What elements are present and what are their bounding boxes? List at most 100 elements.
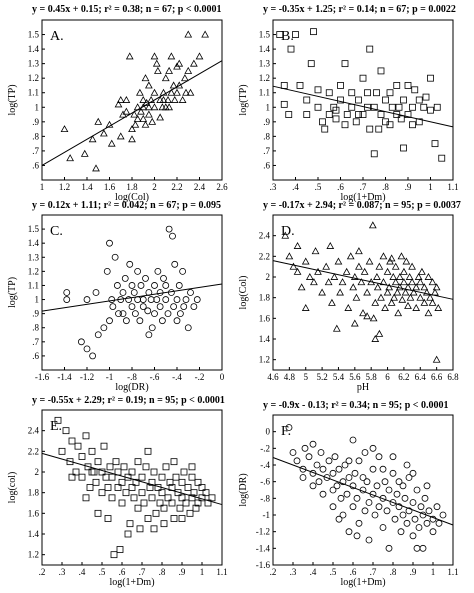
data-point	[188, 463, 196, 471]
data-point	[156, 113, 165, 121]
equation: y = -0.35x + 1.25; r² = 0.14; n = 67; p …	[263, 4, 456, 15]
data-point	[116, 132, 125, 140]
y-tick-label: 1.5	[28, 224, 40, 234]
data-point	[429, 528, 437, 536]
plot-frame	[272, 214, 454, 371]
data-point	[379, 524, 387, 531]
data-point	[379, 465, 387, 473]
data-point	[359, 74, 367, 82]
x-tick-label: 4.8	[284, 372, 296, 382]
y-tick-label: 2.4	[28, 426, 40, 436]
data-point	[389, 499, 397, 506]
data-point	[393, 82, 401, 89]
data-point	[389, 453, 397, 461]
data-point	[94, 331, 102, 339]
data-point	[168, 499, 176, 507]
data-point	[345, 457, 353, 465]
data-point	[94, 117, 103, 125]
data-point	[159, 95, 168, 103]
x-tick-label: 2.6	[216, 182, 228, 192]
data-point	[335, 465, 343, 473]
data-point	[370, 103, 378, 111]
data-point	[431, 288, 439, 296]
data-point	[178, 95, 187, 103]
data-point	[336, 288, 344, 296]
data-point	[395, 478, 403, 486]
data-point	[355, 111, 362, 118]
data-point	[164, 494, 172, 502]
x-tick-label: 1.4	[81, 182, 93, 192]
x-tick-label: 6.8	[447, 372, 459, 382]
data-point	[285, 424, 293, 431]
data-point	[344, 303, 353, 311]
data-point	[114, 484, 122, 491]
data-point	[169, 81, 178, 89]
data-point	[106, 239, 113, 247]
data-point	[397, 528, 405, 536]
data-point	[139, 114, 148, 122]
data-point	[399, 482, 407, 490]
data-point	[178, 494, 186, 502]
data-point	[189, 59, 198, 67]
equation: y = 0.45x + 0.15; r² = 0.38; n = 67; p <…	[32, 4, 222, 15]
data-point	[119, 310, 127, 318]
y-axis-label: log(Col)	[238, 276, 249, 310]
y-tick-label: 1.4	[259, 44, 271, 54]
data-point	[190, 489, 198, 497]
data-point	[145, 331, 153, 339]
y-tick-label: 1.8	[259, 293, 271, 303]
data-point	[334, 257, 343, 265]
data-point	[134, 296, 142, 303]
data-point	[337, 82, 344, 89]
data-point	[349, 283, 358, 291]
data-point	[139, 296, 147, 303]
data-point	[182, 296, 190, 303]
data-point	[134, 458, 142, 466]
data-point	[388, 103, 396, 111]
data-point	[179, 267, 187, 275]
panel-label: B.	[281, 29, 294, 44]
data-point	[136, 317, 144, 325]
data-point	[60, 125, 69, 133]
data-point	[391, 515, 399, 523]
data-point	[422, 93, 430, 101]
data-point	[422, 288, 431, 296]
data-point	[363, 288, 371, 296]
data-point	[346, 252, 355, 260]
data-point	[66, 154, 75, 162]
y-tick-label: 1.3	[28, 252, 40, 262]
data-point	[141, 74, 150, 82]
x-tick-label: 5.6	[349, 372, 361, 382]
data-point	[114, 468, 122, 476]
data-point	[352, 293, 361, 301]
data-point	[379, 252, 388, 260]
data-point	[170, 95, 179, 103]
data-point	[305, 453, 313, 461]
data-point	[116, 95, 125, 103]
data-point	[160, 504, 168, 512]
data-point	[139, 95, 148, 103]
data-point	[369, 444, 377, 452]
data-point	[419, 544, 427, 552]
data-point	[150, 52, 159, 60]
data-point	[168, 484, 176, 491]
data-point	[412, 283, 421, 291]
y-tick-label: -.2	[260, 443, 270, 453]
data-point	[172, 473, 180, 481]
data-point	[381, 478, 389, 486]
x-tick-label: -1.4	[57, 372, 72, 382]
data-point	[332, 324, 341, 332]
x-tick-label: 6.6	[431, 372, 443, 382]
data-point	[365, 499, 373, 506]
data-point	[124, 530, 132, 538]
data-point	[292, 31, 299, 38]
data-point	[144, 447, 152, 455]
data-point	[423, 519, 431, 527]
y-tick-label: 1.4	[28, 238, 40, 248]
data-point	[125, 52, 134, 60]
data-point	[299, 465, 307, 473]
data-point	[148, 324, 156, 332]
data-point	[375, 453, 383, 461]
data-point	[406, 293, 415, 301]
data-point	[162, 296, 170, 303]
